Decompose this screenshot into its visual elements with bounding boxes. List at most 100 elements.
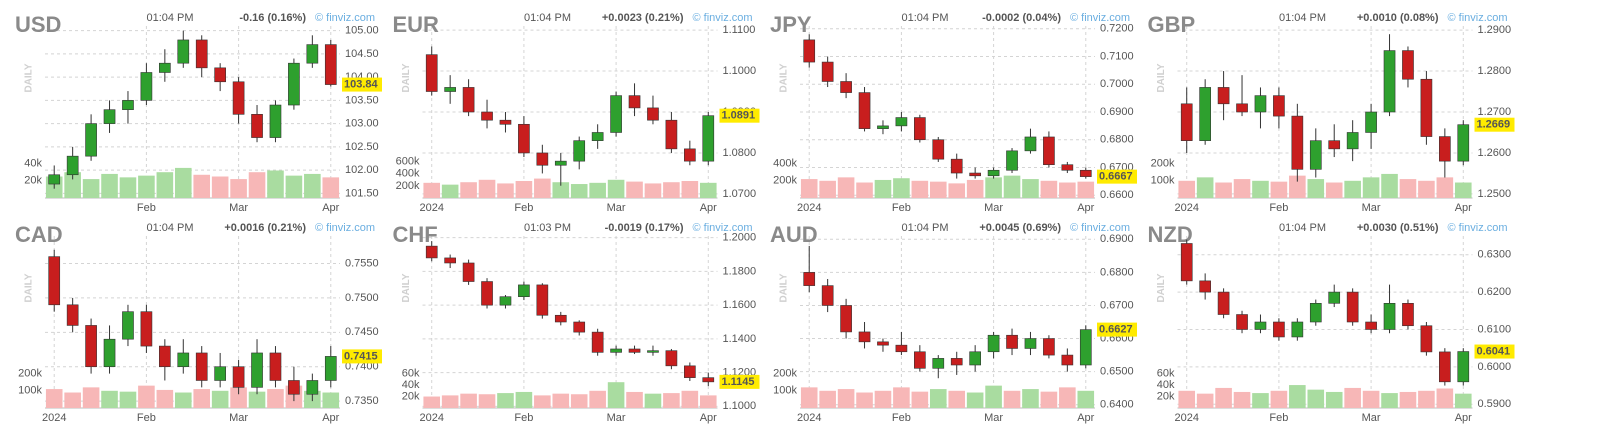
candle-body [481, 281, 493, 306]
x-tick-label: Feb [514, 412, 533, 424]
candle-body [821, 285, 834, 306]
y-tick-label: 0.7100 [1100, 50, 1134, 62]
volume-bar [138, 385, 155, 408]
volume-bar [819, 180, 836, 198]
volume-bar [856, 182, 873, 198]
volume-bar [497, 393, 514, 408]
candle-body [177, 39, 190, 64]
candle-body [1291, 115, 1304, 170]
candle-body [1439, 351, 1451, 383]
y-tick-label: 105.00 [345, 25, 379, 37]
volume-bar [893, 387, 910, 408]
volume-bar [119, 177, 137, 198]
watermark: DAILY [401, 273, 412, 302]
y-tick-label: 0.7200 [1100, 23, 1134, 35]
watermark: DAILY [1156, 273, 1167, 302]
volume-bar [285, 175, 303, 198]
volume-bar [1215, 387, 1232, 408]
volume-bar [1307, 179, 1325, 198]
x-tick-label: 2024 [42, 412, 66, 424]
candle-body [1383, 50, 1396, 113]
candle-body [195, 352, 208, 381]
x-tick-label: 2024 [419, 202, 443, 214]
candle-body [1217, 87, 1230, 105]
volume-bar [534, 178, 551, 198]
candle-body [177, 352, 190, 368]
candle-body [628, 348, 641, 353]
candle-body [1420, 325, 1433, 353]
candle-body [1365, 321, 1377, 330]
volume-bar [948, 390, 966, 408]
time: 01:04 PM [1279, 222, 1326, 234]
candle-body [288, 380, 300, 395]
last-price-box [1474, 344, 1515, 359]
y-tick-label: 0.6600 [1100, 189, 1134, 201]
volume-bar [460, 393, 477, 408]
volume-bar [663, 393, 680, 408]
volume-bar [1252, 180, 1269, 198]
volume-tick-label: 600k [396, 155, 420, 167]
candle-body [269, 352, 282, 381]
candle-body [987, 334, 1000, 353]
volume-bar [1077, 390, 1095, 408]
y-tick-label: 0.6100 [1478, 323, 1512, 335]
candle-body [251, 352, 263, 388]
candle-body [232, 366, 245, 388]
candle-body [462, 87, 475, 113]
volume-bar [138, 175, 155, 198]
candle-body [1254, 321, 1267, 330]
candle-body [573, 140, 586, 162]
last-price: 0.6041 [1477, 345, 1511, 357]
candle-body [803, 272, 816, 286]
x-tick-label: Mar [984, 412, 1003, 424]
volume-bar [1325, 391, 1343, 408]
change: +0.0010 (0.08%) [1357, 12, 1439, 24]
candle-body [858, 331, 871, 343]
volume-bar [626, 181, 643, 198]
time: 01:04 PM [901, 222, 948, 234]
candle-body [1457, 124, 1470, 162]
volume-bar [322, 177, 340, 198]
candle-body [481, 111, 493, 121]
chart-panel: 101.50102.00102.50103.00103.50104.00104.… [15, 12, 382, 214]
x-tick-label: Mar [229, 202, 248, 214]
volume-bar [985, 177, 1002, 198]
volume-bar [985, 385, 1002, 408]
candle-body [647, 350, 659, 353]
candle-body [1199, 87, 1211, 141]
candle-body [251, 114, 263, 138]
candle-body [665, 119, 678, 150]
volume-bar [837, 177, 855, 198]
volume-bar [1178, 390, 1196, 408]
volume-tick-label: 60k [1157, 368, 1175, 380]
candle-body [895, 117, 908, 127]
candle-body [66, 304, 79, 326]
volume-bar [552, 393, 570, 408]
volume-bar [819, 390, 836, 408]
volume-bar [1381, 173, 1398, 198]
chart-panel: 0.64000.65000.66000.67000.68000.69002024… [770, 222, 1137, 424]
volume-bar [1344, 180, 1361, 198]
chart-panel: 0.66000.67000.68000.69000.70000.71000.72… [770, 12, 1137, 214]
chart-panel: 1.10001.12001.14001.16001.18001.20002024… [393, 222, 760, 424]
candle-body [288, 62, 300, 106]
volume-bar [1418, 180, 1435, 198]
candle-body [1328, 140, 1341, 150]
volume-bar [874, 390, 892, 408]
candle-body [48, 256, 61, 306]
candle-body [1328, 291, 1341, 304]
candle-body [232, 81, 245, 115]
change: +0.0030 (0.51%) [1357, 222, 1439, 234]
volume-bar [1196, 393, 1214, 408]
y-tick-label: 0.7400 [345, 361, 379, 373]
ticker-title: USD [15, 12, 61, 37]
volume-tick-label: 40k [402, 379, 420, 391]
candle-body [877, 125, 889, 129]
candle-body [536, 284, 549, 316]
candle-body [1309, 303, 1322, 323]
volume-bar [644, 183, 662, 198]
x-tick-label: Apr [700, 412, 717, 424]
last-price-box [719, 108, 760, 123]
watermark: DAILY [24, 63, 35, 92]
candle-body [103, 338, 116, 368]
